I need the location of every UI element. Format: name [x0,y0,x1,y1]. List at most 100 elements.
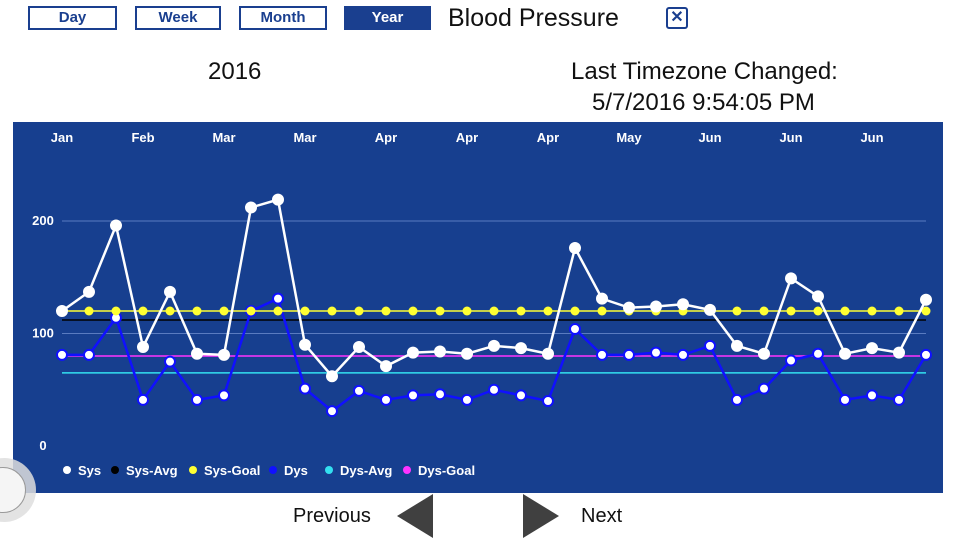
timezone-value: 5/7/2016 9:54:05 PM [592,89,815,116]
point-dys [380,393,392,406]
point-sys-goal [462,306,472,316]
point-sys-goal [840,306,850,316]
legend-swatch [189,466,197,474]
legend-swatch [325,466,333,474]
point-dys [704,339,716,352]
point-dys [272,292,284,305]
point-sys [461,347,473,360]
point-dys [785,354,797,367]
point-sys [137,341,149,353]
legend-label: Sys-Avg [126,463,178,478]
legend-label: Dys-Avg [340,463,392,478]
point-dys [569,323,581,335]
point-sys-goal [408,306,418,316]
next-label[interactable]: Next [581,505,623,527]
point-dys [488,383,500,396]
point-dys [326,405,338,418]
legend-swatch [403,466,411,474]
point-dys [650,346,662,359]
tab-year[interactable]: Year [344,6,431,30]
year-label: 2016 [208,58,262,85]
point-sys-goal [246,306,256,316]
close-icon[interactable]: ✕ [666,7,688,29]
point-sys-goal [273,306,283,316]
point-sys-goal [327,306,337,316]
point-dys [137,393,149,406]
point-sys-goal [138,306,148,316]
point-sys [353,341,365,353]
previous-label[interactable]: Previous [293,505,371,527]
x-tick-label: Jan [51,130,73,145]
point-sys-goal [732,306,742,316]
next-arrow-icon[interactable] [523,494,559,538]
legend-swatch [269,466,277,474]
point-sys-goal [894,306,904,316]
point-dys [218,389,230,402]
point-dys [866,389,878,402]
point-dys [731,393,743,406]
point-dys [812,347,824,360]
point-dys [758,382,770,395]
x-tick-label: Jun [779,130,802,145]
point-sys-goal [759,306,769,316]
tab-week[interactable]: Week [135,6,221,30]
x-tick-label: Apr [375,130,397,145]
point-sys [677,298,689,311]
point-dys [83,348,95,361]
point-dys [839,393,851,406]
point-sys [785,272,797,285]
legend-label: Dys-Goal [418,463,475,478]
point-sys-goal [435,306,445,316]
point-sys [569,242,581,254]
tab-day[interactable]: Day [28,6,117,30]
x-tick-label: Jun [860,130,883,145]
chart-background [13,122,943,493]
point-sys [380,360,392,373]
tab-month[interactable]: Month [239,6,327,30]
point-sys-goal [570,306,580,316]
point-sys [758,347,770,360]
point-sys [272,193,284,206]
point-dys [596,348,608,361]
point-dys [299,382,311,395]
point-dys [515,389,527,402]
point-sys [623,301,635,314]
y-tick-label: 100 [32,326,54,341]
x-tick-label: Jun [698,130,721,145]
previous-arrow-icon[interactable] [397,494,433,538]
legend-swatch [63,466,71,474]
point-sys-goal [192,306,202,316]
point-sys [839,347,851,360]
x-tick-label: Feb [131,130,154,145]
point-sys [299,338,311,351]
point-sys [920,293,932,306]
y-tick-label: 0 [39,438,46,453]
point-dys [191,393,203,406]
point-sys [704,303,716,316]
point-sys-goal [543,306,553,316]
point-sys [893,346,905,359]
point-sys [434,345,446,358]
point-sys [110,219,122,232]
point-sys-goal [219,306,229,316]
point-sys [164,285,176,298]
point-sys-goal [813,306,823,316]
x-tick-label: Mar [212,130,235,145]
point-sys [407,346,419,359]
point-sys [488,339,500,352]
point-sys-goal [597,306,607,316]
x-tick-label: May [616,130,642,145]
point-dys [920,348,932,361]
point-sys [191,347,203,360]
point-sys-goal [489,306,499,316]
point-sys [515,342,527,355]
y-tick-label: 200 [32,213,54,228]
point-sys [731,339,743,352]
point-sys-goal [786,306,796,316]
point-sys [866,342,878,355]
point-sys [56,305,68,317]
blood-pressure-chart: Jan Feb Mar Mar Apr Apr Apr May Jun Jun Jun 0 100 20… [13,122,943,493]
point-dys [893,393,905,406]
point-dys [542,395,554,407]
point-dys [164,355,176,368]
